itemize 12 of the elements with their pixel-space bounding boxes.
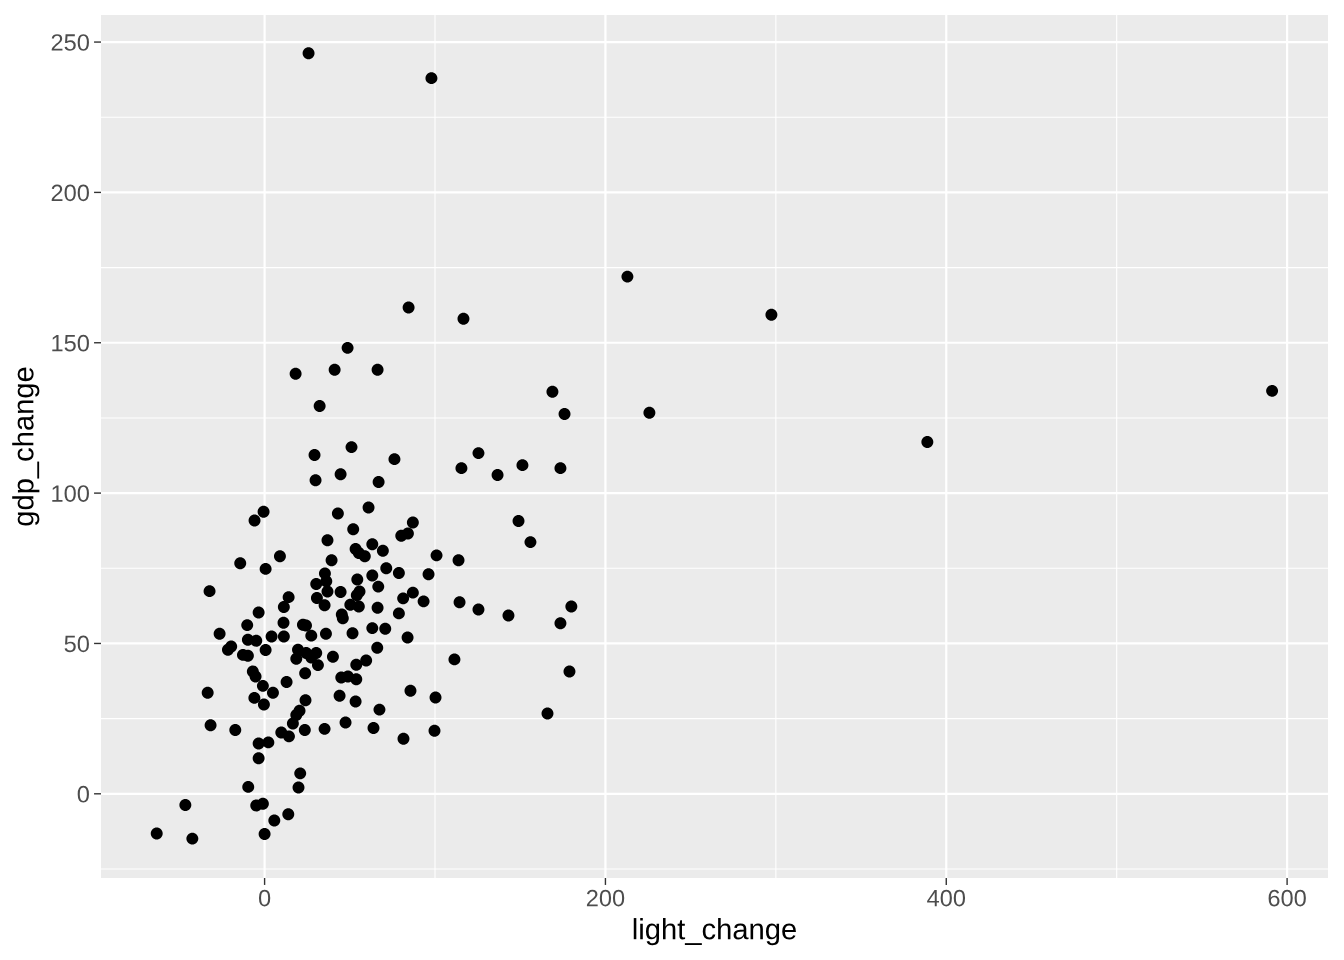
y-tick-label: 150 bbox=[52, 334, 89, 352]
x-tick-label: 0 bbox=[258, 889, 271, 907]
y-tick-label: 200 bbox=[51, 184, 89, 202]
x-tick-label: 400 bbox=[927, 889, 966, 907]
y-tick-label: 0 bbox=[77, 785, 89, 803]
y-tick-label: 250 bbox=[51, 34, 89, 51]
y-axis-title: gdp_change bbox=[12, 367, 40, 526]
y-tick-label: 100 bbox=[52, 485, 89, 502]
x-tick-label: 200 bbox=[586, 889, 625, 907]
x-axis-title: light_change bbox=[633, 918, 796, 946]
y-tick-label: 50 bbox=[64, 635, 89, 653]
x-tick-label: 600 bbox=[1268, 889, 1306, 907]
